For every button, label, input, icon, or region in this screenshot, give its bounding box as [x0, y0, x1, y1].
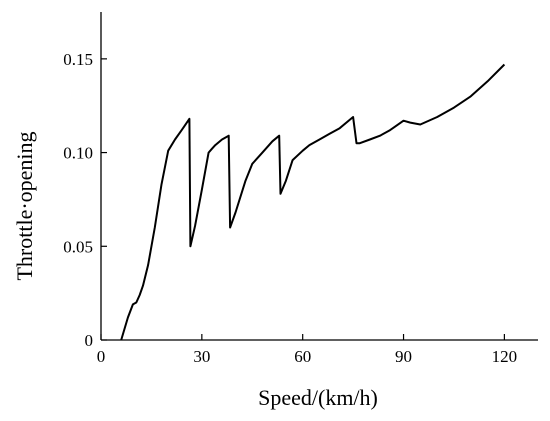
x-tick-label: 60 — [294, 347, 311, 366]
y-tick-label: 0.15 — [63, 50, 93, 69]
x-tick-label: 30 — [193, 347, 210, 366]
y-tick-label: 0 — [85, 331, 94, 350]
y-tick-label: 0.05 — [63, 237, 93, 256]
x-tick-label: 120 — [492, 347, 518, 366]
series-lines — [120, 63, 506, 341]
y-tick-label: 0.10 — [63, 144, 93, 163]
y-axis-title: Throttle·opening — [12, 131, 37, 280]
x-tick-label: 90 — [395, 347, 412, 366]
x-tick-label: 0 — [97, 347, 106, 366]
axes — [100, 12, 538, 341]
x-axis-title: Speed/(km/h) — [258, 385, 378, 410]
throttle-opening-series-line — [120, 63, 506, 341]
axis-ticks: 0 30 60 90 120 0 0.05 0.10 0.15 — [63, 50, 517, 366]
